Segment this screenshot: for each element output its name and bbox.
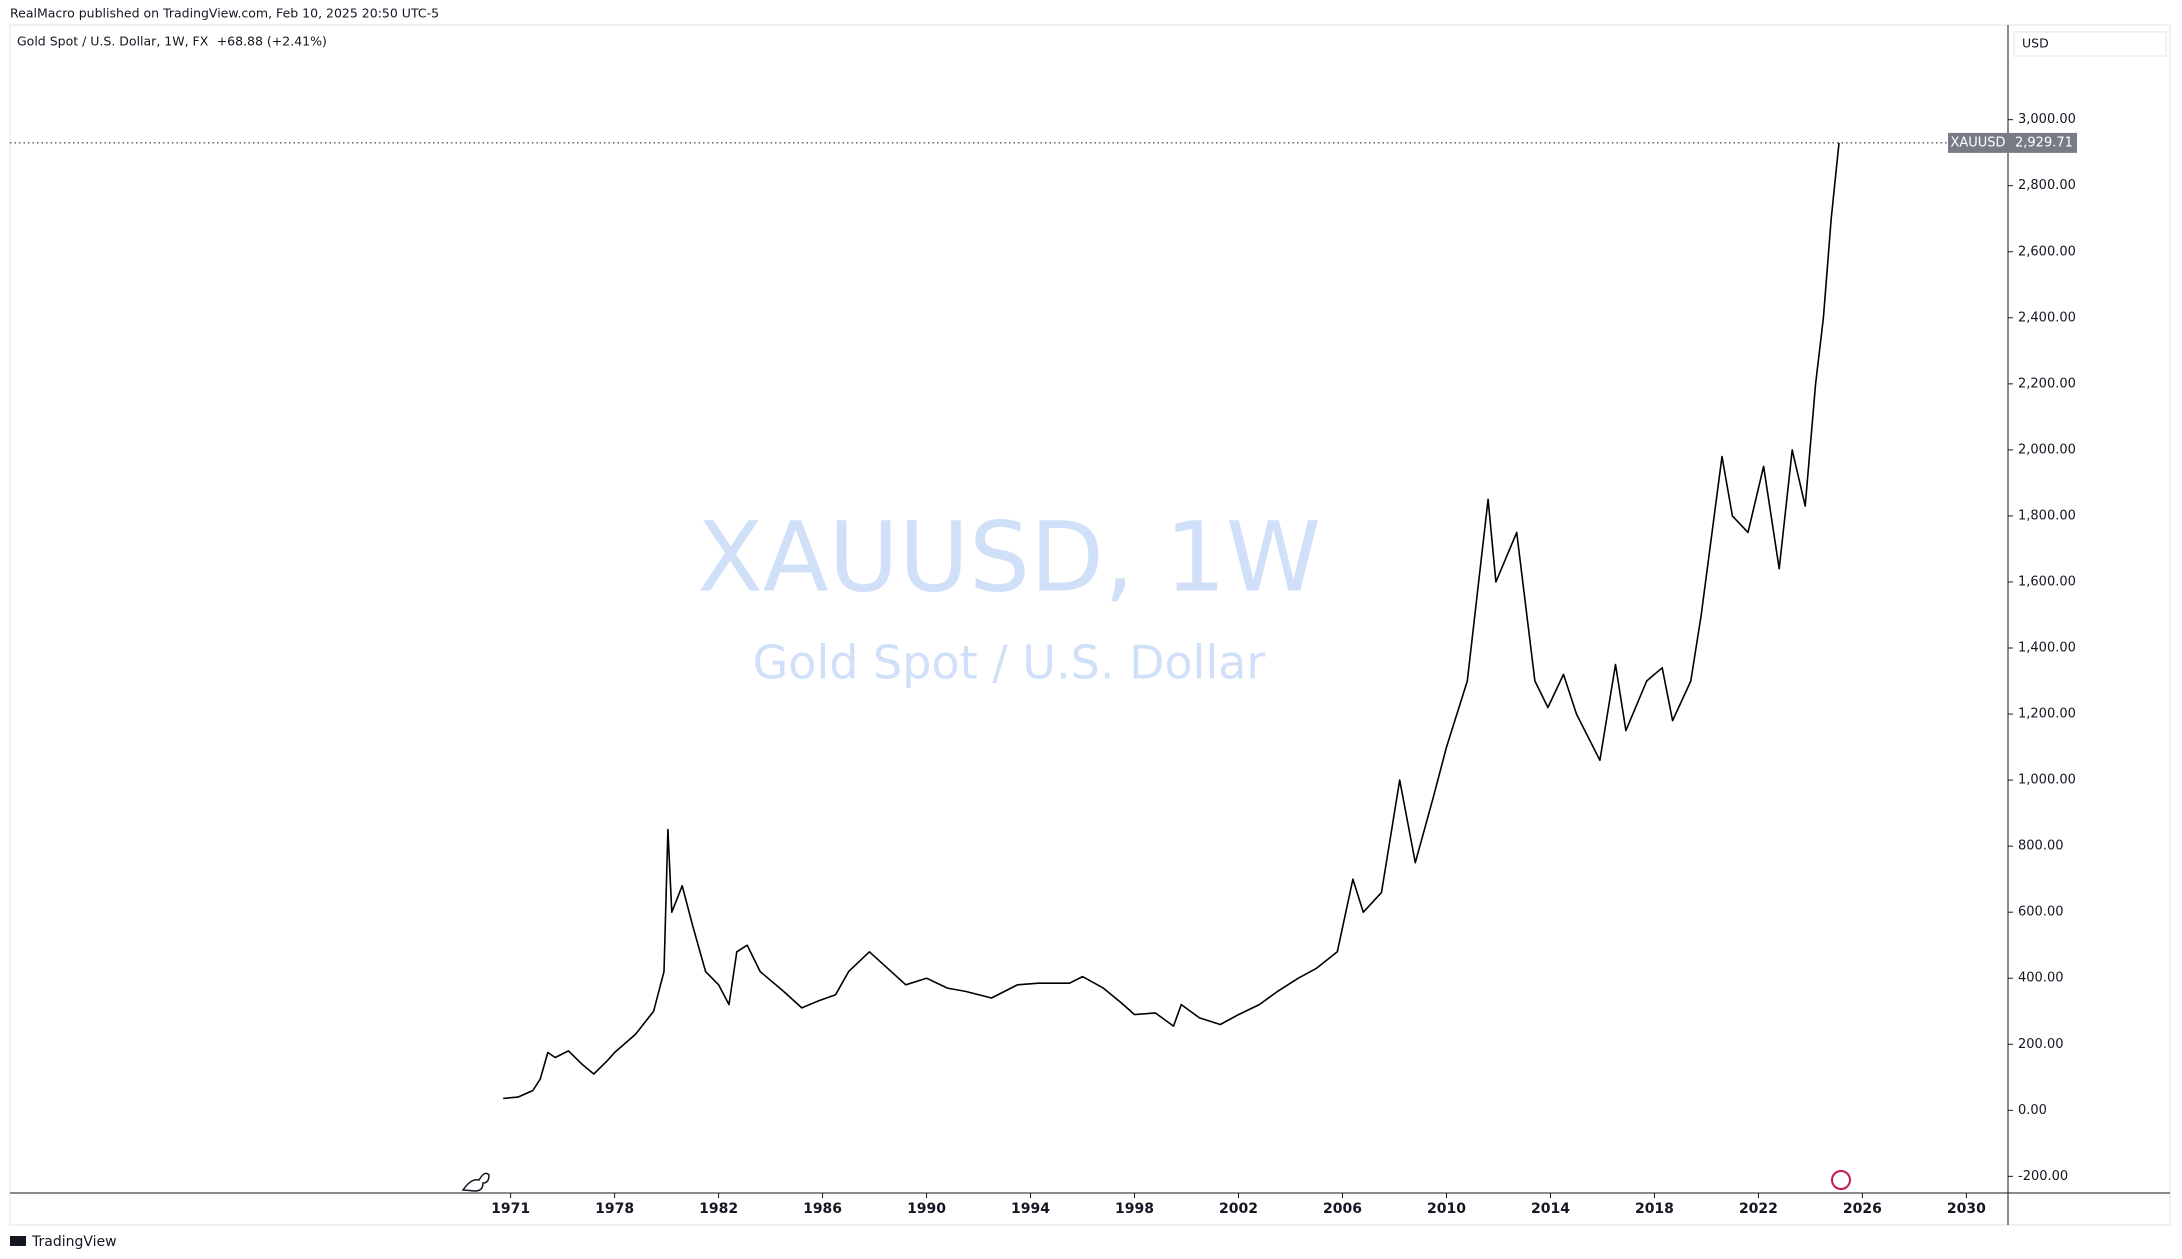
frame xyxy=(9,24,2171,1226)
last-price-label: 2,929.71 xyxy=(2015,135,2073,150)
y-tick-label: 800.00 xyxy=(2018,839,2064,854)
x-tick-label: 1994 xyxy=(1011,1201,1050,1217)
x-tick-label: 1971 xyxy=(491,1201,530,1217)
events-icon[interactable] xyxy=(1831,1170,1851,1190)
y-tick-label: 2,400.00 xyxy=(2018,310,2076,325)
footer: TradingView xyxy=(31,1234,117,1250)
x-tick-label: 1998 xyxy=(1115,1201,1154,1217)
y-tick-label: 2,800.00 xyxy=(2018,178,2076,193)
y-tick-label: 0.00 xyxy=(2018,1103,2047,1118)
y-tick-label: 1,800.00 xyxy=(2018,508,2076,523)
y-tick-label: 1,600.00 xyxy=(2018,574,2076,589)
x-tick-label: 1978 xyxy=(595,1201,634,1217)
x-tick-label: 2022 xyxy=(1739,1201,1778,1217)
x-tick-label: 2018 xyxy=(1635,1201,1674,1217)
y-tick-label: 1,200.00 xyxy=(2018,707,2076,722)
y-tick-label: 600.00 xyxy=(2018,905,2064,920)
y-tick-label: -200.00 xyxy=(2018,1169,2068,1184)
footer-logo xyxy=(10,1236,26,1246)
x-tick-label: 2026 xyxy=(1843,1201,1882,1217)
y-tick-label: 2,000.00 xyxy=(2018,442,2076,457)
last-price-box xyxy=(2008,132,2077,153)
x-tick-label: 2002 xyxy=(1219,1201,1258,1217)
y-tick-label: 1,000.00 xyxy=(2018,773,2076,788)
x-tick-label: 1982 xyxy=(699,1201,738,1217)
watermark: XAUUSD, 1W xyxy=(697,501,1321,613)
currency: USD xyxy=(2022,36,2049,51)
logo-icon xyxy=(461,1172,490,1192)
y-tick-label: 3,000.00 xyxy=(2018,112,2076,127)
watermark-subtitle: Gold Spot / U.S. Dollar xyxy=(753,636,1266,690)
x-tick-label: 1986 xyxy=(803,1201,842,1217)
change: +68.88 (+2.41%) xyxy=(217,34,327,49)
x-tick-label: 2014 xyxy=(1531,1201,1570,1217)
last-price-name: XAUUSD xyxy=(1950,135,2005,150)
y-tick-label: 2,200.00 xyxy=(2018,376,2076,391)
price-line xyxy=(503,142,1840,1100)
x-tick-label: 2030 xyxy=(1947,1201,1986,1217)
y-tick-label: 2,600.00 xyxy=(2018,244,2076,259)
y-tick-label: 1,400.00 xyxy=(2018,641,2076,656)
y-tick-label: 400.00 xyxy=(2018,971,2064,986)
currency-box xyxy=(2013,31,2167,57)
x-tick-label: 2006 xyxy=(1323,1201,1362,1217)
legend: Gold Spot / U.S. Dollar, 1W, FX xyxy=(17,34,209,49)
header: RealMacro published on TradingView.com, … xyxy=(10,6,439,21)
last-price-name-box xyxy=(1948,132,2008,153)
x-tick-label: 2010 xyxy=(1427,1201,1466,1217)
y-tick-label: 200.00 xyxy=(2018,1037,2064,1052)
x-tick-label: 1990 xyxy=(907,1201,946,1217)
